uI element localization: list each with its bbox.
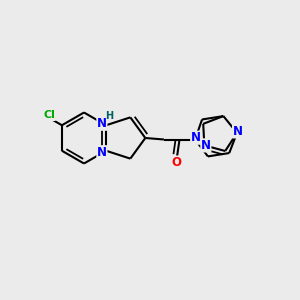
Text: N: N (201, 139, 211, 152)
Text: Cl: Cl (43, 110, 55, 121)
Text: N: N (97, 117, 107, 130)
Text: H: H (105, 111, 113, 121)
Text: N: N (191, 131, 201, 144)
Text: N: N (97, 146, 107, 159)
Text: N: N (232, 125, 243, 138)
Text: O: O (172, 156, 182, 169)
